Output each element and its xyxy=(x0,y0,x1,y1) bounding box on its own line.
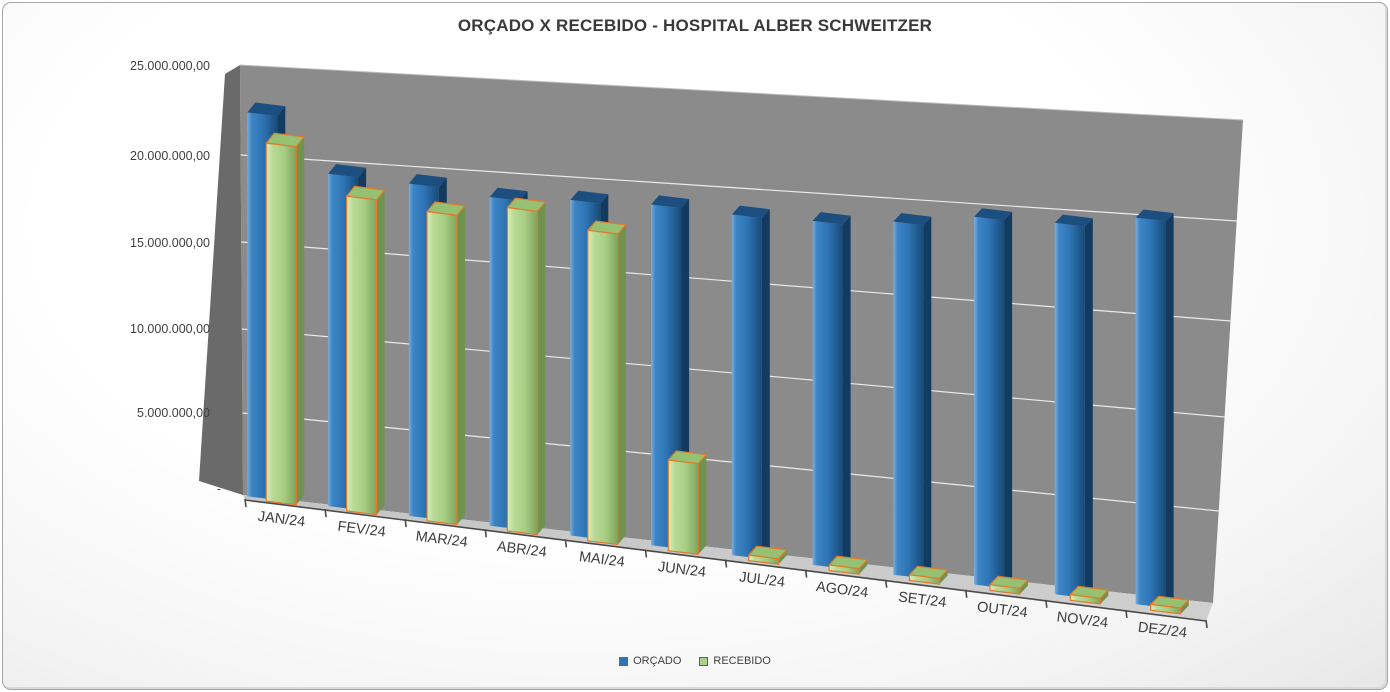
bar-recebido-FEV/24 xyxy=(346,185,386,516)
axis-tick xyxy=(1125,609,1128,619)
bar-orçado-AGO/24 xyxy=(812,212,851,569)
bar-recebido-JAN/24 xyxy=(265,132,305,506)
axis-tick xyxy=(244,498,247,508)
legend: ORÇADO RECEBIDO xyxy=(3,655,1387,667)
plot-area-3d: - 5.000.000,00 10.000.000,00 15.000.000,00 2… xyxy=(130,59,1244,642)
bar-recebido-DEZ/24 xyxy=(1150,595,1190,615)
floor xyxy=(243,495,1213,621)
bar-recebido-SET/24 xyxy=(908,565,949,585)
category-label: AGO/24 xyxy=(815,579,869,601)
bar-recebido-JUN/24 xyxy=(667,450,707,556)
bar-recebido-MAI/24 xyxy=(587,220,627,546)
category-label: NOV/24 xyxy=(1056,609,1109,631)
axis-tick xyxy=(884,579,888,588)
side-wall xyxy=(199,65,243,495)
y-axis-tick-label: 25.000.000,00 xyxy=(130,59,210,73)
y-axis-tick-label: 15.000.000,00 xyxy=(130,236,210,250)
legend-label-orcado: ORÇADO xyxy=(633,655,682,667)
wall-top-edge xyxy=(239,64,1244,121)
bar-recebido-MAR/24 xyxy=(426,201,466,526)
legend-swatch-recebido-icon xyxy=(699,656,709,666)
axis-tick xyxy=(484,529,488,538)
bar-recebido-JUL/24 xyxy=(748,545,788,565)
chart-title: ORÇADO X RECEBIDO - HOSPITAL ALBER SCHWE… xyxy=(457,16,933,35)
bar-recebido-NOV/24 xyxy=(1069,585,1109,605)
axis-tick xyxy=(964,589,968,598)
legend-swatch-orcado-icon xyxy=(619,656,629,666)
bar-orçado-SET/24 xyxy=(893,213,932,579)
legend-label-recebido: RECEBIDO xyxy=(713,655,771,667)
y-axis-tick-label: 5.000.000,00 xyxy=(137,406,210,420)
y-axis-tick-label: 20.000.000,00 xyxy=(130,149,210,163)
axis-tick xyxy=(404,519,407,528)
axis-tick xyxy=(804,569,808,578)
category-label: ABR/24 xyxy=(496,539,548,561)
legend-entry-recebido: RECEBIDO xyxy=(699,655,771,667)
bar-recebido-ABR/24 xyxy=(506,197,547,536)
category-label: JAN/24 xyxy=(257,509,306,531)
category-label: MAI/24 xyxy=(578,549,626,570)
category-label: JUL/24 xyxy=(738,569,786,590)
bar-recebido-OUT/24 xyxy=(989,575,1029,595)
category-label: DEZ/24 xyxy=(1137,620,1188,642)
category-label: FEV/24 xyxy=(337,519,387,541)
category-label: MAR/24 xyxy=(415,529,469,551)
axis-tick xyxy=(1045,599,1048,608)
category-label: SET/24 xyxy=(897,589,947,611)
category-label: OUT/24 xyxy=(976,599,1028,621)
axis-tick xyxy=(564,539,568,548)
category-label: JUN/24 xyxy=(657,559,707,581)
y-axis-tick-label: - xyxy=(217,482,221,496)
bar-recebido-AGO/24 xyxy=(828,555,868,575)
y-axis-tick-label: 10.000.000,00 xyxy=(130,322,210,336)
bar-orçado-NOV/24 xyxy=(1054,214,1093,598)
legend-entry-orcado: ORÇADO xyxy=(619,655,681,667)
axis-tick xyxy=(644,549,648,558)
axis-tick xyxy=(324,508,327,518)
gridline-20m xyxy=(240,154,1237,222)
bar-orçado-OUT/24 xyxy=(974,208,1013,589)
bar-orçado-JUL/24 xyxy=(731,205,770,559)
axis-tick xyxy=(724,559,728,568)
bar-orçado-DEZ/24 xyxy=(1135,209,1174,608)
axis-tick xyxy=(1205,619,1208,629)
